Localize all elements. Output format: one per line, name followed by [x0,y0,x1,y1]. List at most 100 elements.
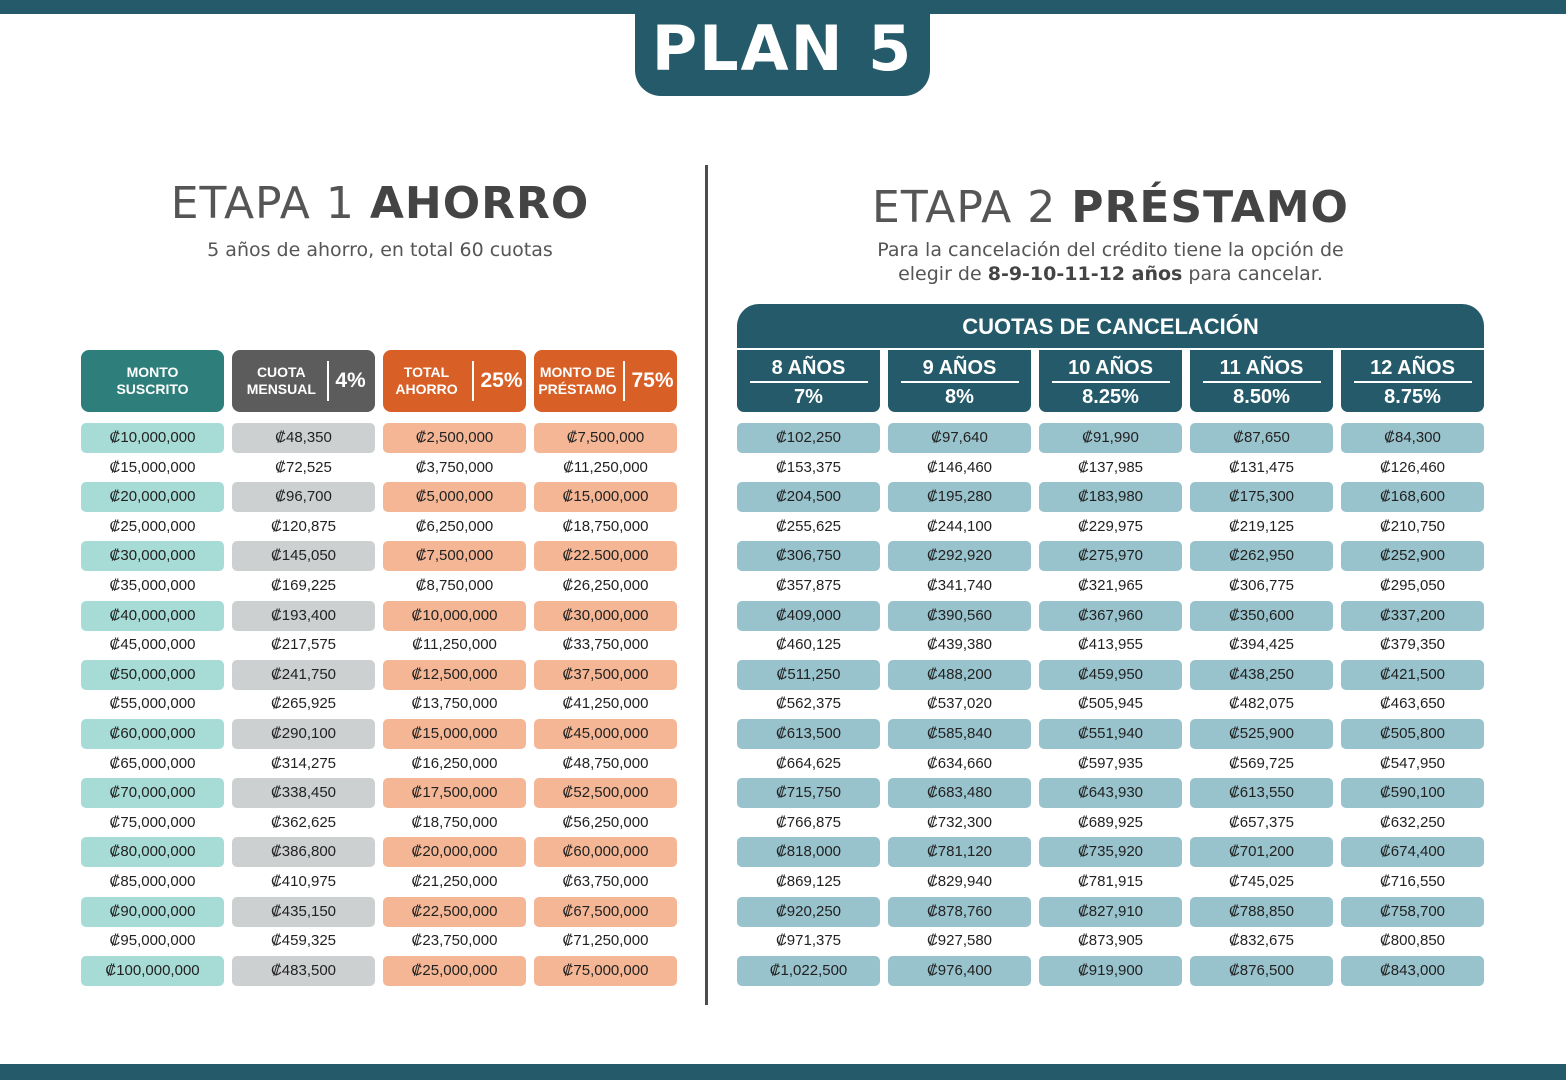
stage1-title-light: ETAPA 1 [170,178,355,229]
stage2-cell: ₡295,050 [1379,577,1446,594]
stage2-cell: ₡460,125 [775,636,842,653]
stage2-cell: ₡87,650 [1190,423,1333,453]
stage2-cell: ₡390,560 [888,601,1031,631]
header-separator [623,361,626,401]
stage2-header-2: 10 AÑOS 8.25% [1039,350,1182,412]
stage2-cell: ₡766,875 [775,814,842,831]
stage1-cell: ₡15,000,000 [534,482,677,512]
stage1-cell: ₡75,000,000 [109,814,196,831]
stage1-cell: ₡48,750,000 [562,755,649,772]
stage2-cell: ₡788,850 [1190,897,1333,927]
stage2-cell: ₡146,460 [926,459,993,476]
stage1-cell: ₡15,000,000 [383,719,526,749]
stage1-cell: ₡45,000,000 [534,719,677,749]
stage1-cell: ₡65,000,000 [109,755,196,772]
stage1-cell: ₡217,575 [270,636,337,653]
stage2-cell: ₡716,550 [1379,873,1446,890]
stage1-cell: ₡16,250,000 [411,755,498,772]
stage2-cell: ₡701,200 [1190,837,1333,867]
stage2-cell: ₡91,990 [1039,423,1182,453]
stage1-cell: ₡11,250,000 [412,636,497,653]
stage1-header-3: MONTO DE PRÉSTAMO 75% [534,350,677,412]
stage1-cell: ₡17,500,000 [383,778,526,808]
stage2-cell: ₡438,250 [1190,660,1333,690]
stage1-cell: ₡193,400 [232,601,375,631]
interest-rate: 8.25% [1082,386,1139,408]
stage1-cell: ₡85,000,000 [109,873,196,890]
stage2-header-3: 11 AÑOS 8.50% [1190,350,1333,412]
stage1-header-label: MONTO SUSCRITO [116,364,189,397]
stage2-header-0: 8 AÑOS 7% [737,350,880,412]
stage2-cell: ₡195,280 [888,482,1031,512]
stage2-cell: ₡732,300 [926,814,993,831]
stage2-cell: ₡1,022,500 [737,956,880,986]
stage2-cell: ₡394,425 [1228,636,1295,653]
stage2-title-bold: PRÉSTAMO [1071,182,1349,233]
stage2-cell: ₡781,120 [888,837,1031,867]
stage1-header-label: MONTO DE PRÉSTAMO [538,364,617,397]
stage1-cell: ₡63,750,000 [562,873,649,890]
stage2-cell: ₡590,100 [1341,778,1484,808]
stage1-cell: ₡410,975 [270,873,337,890]
stage2-cell: ₡632,250 [1379,814,1446,831]
stage1-cell: ₡35,000,000 [109,577,196,594]
stage2-cell: ₡869,125 [775,873,842,890]
stage1-cell: ₡169,225 [270,577,337,594]
stage1-cell: ₡70,000,000 [81,778,224,808]
stage1-cell: ₡67,500,000 [534,897,677,927]
stage1-cell: ₡145,050 [232,541,375,571]
plan-title: PLAN 5 [635,0,930,96]
term-years: 9 AÑOS [922,357,997,379]
stage1-cell: ₡90,000,000 [81,897,224,927]
stage1-cell: ₡21,250,000 [411,873,498,890]
stage1-subtitle: 5 años de ahorro, en total 60 cuotas [207,239,553,261]
stage2-cell: ₡562,375 [775,695,842,712]
header-underline [1051,381,1170,383]
stage2-cell: ₡244,100 [926,518,993,535]
stage2-cell: ₡657,375 [1228,814,1295,831]
stage1-cell: ₡13,750,000 [411,695,498,712]
stage2-cell: ₡153,375 [775,459,842,476]
stage2-cell: ₡482,075 [1228,695,1295,712]
header-underline [1202,381,1321,383]
stage2-cell: ₡463,650 [1379,695,1446,712]
stage1-cell: ₡10,000,000 [383,601,526,631]
stage1-cell: ₡45,000,000 [109,636,196,653]
stage1-header-0: MONTO SUSCRITO [81,350,224,412]
subtitle-years: 8-9-10-11-12 años [987,263,1183,285]
stage1-cell: ₡338,450 [232,778,375,808]
stage2-cell: ₡745,025 [1228,873,1295,890]
stage1-cell: ₡6,250,000 [415,518,494,535]
stage1-header-label: TOTAL AHORRO [395,364,458,397]
stage1-header-pct: 25% [480,369,523,392]
stage1-cell: ₡10,000,000 [81,423,224,453]
stage1-cell: ₡30,000,000 [534,601,677,631]
interest-rate: 8% [945,386,974,408]
stage1-title-bold: AHORRO [369,178,590,229]
stage1-cell: ₡12,500,000 [383,660,526,690]
stage2-cell: ₡137,985 [1077,459,1144,476]
stage1-cell: ₡60,000,000 [534,837,677,867]
subtitle-post: para cancelar. [1182,263,1323,285]
stage1-cell: ₡95,000,000 [109,932,196,949]
stage2-cell: ₡758,700 [1341,897,1484,927]
stage2-cell: ₡781,915 [1077,873,1144,890]
stage1-cell: ₡18,750,000 [562,518,649,535]
stage2-cell: ₡292,920 [888,541,1031,571]
interest-rate: 7% [794,386,823,408]
stage2-title-light: ETAPA 2 [872,182,1057,233]
stage2-cell: ₡459,950 [1039,660,1182,690]
stage1-cell: ₡52,500,000 [534,778,677,808]
stage2-cell: ₡551,940 [1039,719,1182,749]
stage2-cell: ₡547,950 [1379,755,1446,772]
stage2-cell: ₡919,900 [1039,956,1182,986]
stage2-cell: ₡379,350 [1379,636,1446,653]
stage2-cell: ₡439,380 [926,636,993,653]
stage2-cell: ₡613,500 [737,719,880,749]
stage2-cell: ₡210,750 [1379,518,1446,535]
stage1-cell: ₡96,700 [232,482,375,512]
stage2-cell: ₡525,900 [1190,719,1333,749]
stage1-cell: ₡25,000,000 [383,956,526,986]
stage2-cell: ₡341,740 [926,577,993,594]
stage2-cell: ₡306,750 [737,541,880,571]
